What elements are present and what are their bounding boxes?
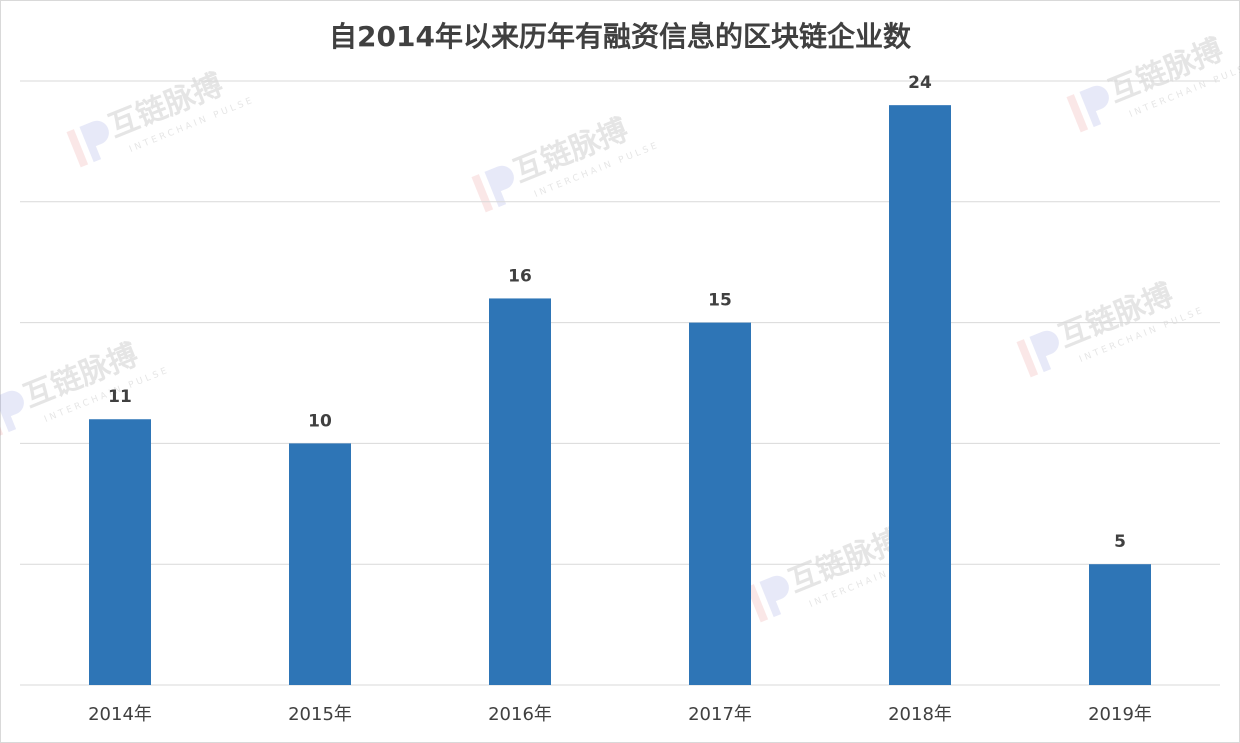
watermark-logo [746, 584, 769, 623]
watermark-logo [759, 575, 789, 618]
watermark-logo [1066, 94, 1089, 133]
x-tick-label: 2014年 [88, 704, 152, 725]
bar [489, 298, 551, 685]
watermark-logo [79, 120, 109, 163]
x-tick-label: 2019年 [1088, 704, 1152, 725]
bar [689, 322, 751, 685]
chart-title: 自2014年以来历年有融资信息的区块链企业数 [329, 20, 912, 53]
bar [289, 443, 351, 685]
data-label: 16 [508, 266, 532, 286]
data-label: 10 [308, 411, 332, 431]
data-label: 24 [908, 73, 932, 93]
watermark-logo [1016, 339, 1039, 378]
watermark-logo [0, 390, 24, 433]
watermark-logo [484, 165, 514, 208]
watermark-logo [66, 129, 89, 168]
data-label: 15 [708, 291, 732, 311]
x-tick-label: 2015年 [288, 704, 352, 725]
watermark-logo [1029, 330, 1059, 373]
watermark-logo [1079, 85, 1109, 128]
data-label: 5 [1114, 532, 1126, 552]
x-tick-label: 2017年 [688, 704, 752, 725]
x-tick-label: 2016年 [488, 704, 552, 725]
bar [89, 419, 151, 685]
x-tick-label: 2018年 [888, 704, 952, 725]
watermark-logo [471, 174, 494, 213]
bar [1089, 564, 1151, 685]
data-label: 11 [108, 387, 132, 407]
bar [889, 105, 951, 685]
